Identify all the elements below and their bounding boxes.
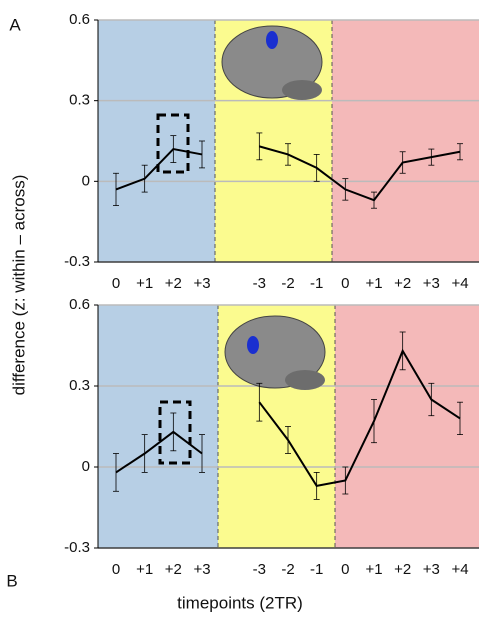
x-tick-label: -2 [281, 275, 294, 292]
x-tick-label: 0 [112, 275, 120, 292]
panel-label: B [6, 571, 17, 590]
x-tick-label: +1 [136, 561, 153, 578]
x-tick-label: +3 [193, 275, 210, 292]
background-band [332, 20, 479, 262]
panel-label: A [9, 15, 21, 34]
y-tick-label: 0 [82, 172, 90, 189]
y-tick-label: 0 [82, 458, 90, 475]
x-tick-label: -1 [310, 561, 323, 578]
brain-image [285, 370, 325, 390]
figure: -0.3 0 0.3 0.6 0 +1 +2 +3 -3 -2 -1 0 +1 +2 +3 +4 A -0.3 0 0… [0, 0, 479, 616]
x-tick-label: +2 [165, 275, 182, 292]
x-tick-label: +1 [365, 561, 382, 578]
y-tick-label: -0.3 [64, 253, 90, 270]
x-tick-label: +1 [136, 275, 153, 292]
x-tick-label: +2 [165, 561, 182, 578]
y-tick-label: 0.3 [69, 377, 90, 394]
x-tick-label: +2 [394, 275, 411, 292]
x-axis-label: timepoints (2TR) [177, 593, 303, 612]
x-tick-label: -3 [253, 561, 266, 578]
x-tick-label: +3 [193, 561, 210, 578]
background-band [335, 305, 479, 548]
y-tick-label: -0.3 [64, 539, 90, 556]
x-tick-label: 0 [112, 561, 120, 578]
x-tick-label: -2 [281, 561, 294, 578]
x-tick-label: +3 [423, 561, 440, 578]
brain-image [282, 80, 322, 100]
x-tick-label: +4 [451, 275, 468, 292]
x-tick-label: -1 [310, 275, 323, 292]
x-tick-label: 0 [341, 275, 349, 292]
x-tick-label: +2 [394, 561, 411, 578]
y-axis-label: difference (z: within – across) [9, 175, 28, 396]
x-tick-label: +3 [423, 275, 440, 292]
y-tick-label: 0.6 [69, 11, 90, 28]
brain-highlight [247, 336, 259, 354]
x-tick-label: +1 [365, 275, 382, 292]
y-tick-label: 0.3 [69, 92, 90, 109]
x-tick-label: -3 [253, 275, 266, 292]
x-tick-label: 0 [341, 561, 349, 578]
y-tick-label: 0.6 [69, 296, 90, 313]
brain-highlight [266, 31, 278, 49]
x-tick-label: +4 [451, 561, 468, 578]
background-band [98, 305, 218, 548]
